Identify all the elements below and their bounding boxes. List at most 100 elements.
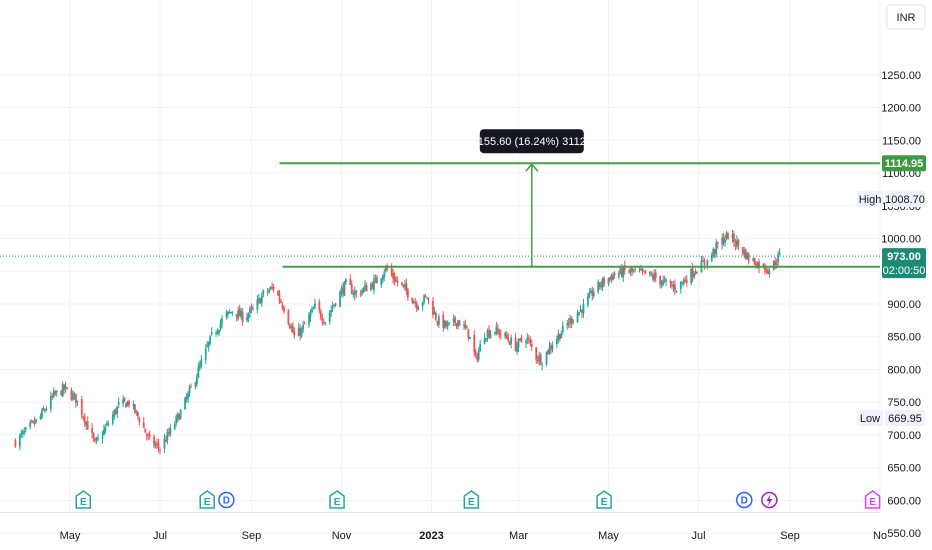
- candle-body: [361, 290, 364, 294]
- candle-body: [551, 345, 554, 351]
- candle-body: [731, 234, 734, 238]
- event-marker-e: E: [75, 490, 92, 509]
- candle-body: [613, 273, 616, 276]
- candle-body: [21, 431, 24, 435]
- candle-body: [685, 279, 688, 283]
- candle-body: [238, 308, 241, 317]
- candle-body: [221, 318, 223, 324]
- candle-body: [39, 415, 42, 420]
- candle-body: [185, 397, 188, 400]
- y-tick-label: 700.00: [887, 430, 921, 442]
- candle-body: [209, 335, 212, 344]
- candle-body: [30, 421, 33, 423]
- candle-body: [277, 290, 279, 296]
- candle-body: [365, 285, 368, 292]
- candle-body: [328, 312, 331, 322]
- candle-body: [308, 314, 310, 325]
- candle-body: [643, 270, 645, 272]
- price-range-measure[interactable]: 155.60 (16.24%) 3112: [478, 129, 586, 267]
- candle-body: [105, 423, 108, 426]
- candle-body: [262, 290, 265, 295]
- candle-body: [721, 237, 724, 245]
- candle-body: [525, 341, 527, 344]
- candle-body: [293, 331, 296, 336]
- candle-body: [536, 359, 539, 361]
- candle-body: [406, 289, 409, 298]
- candle-body: [597, 281, 600, 292]
- candle-body: [653, 274, 656, 280]
- candle-body: [278, 294, 281, 301]
- candle-body: [240, 310, 243, 318]
- candle-body: [163, 438, 166, 449]
- candle-body: [280, 301, 282, 303]
- candle-body: [225, 313, 228, 317]
- candle-body: [715, 242, 718, 255]
- candle-body: [669, 281, 672, 284]
- candle-body: [496, 328, 499, 331]
- candle-body: [154, 444, 157, 446]
- candle-body: [132, 404, 135, 406]
- earnings-icon-label: E: [334, 497, 341, 508]
- candle-body: [24, 427, 27, 430]
- candle-body: [144, 428, 147, 433]
- candle-body: [448, 322, 451, 324]
- candle-body: [505, 334, 508, 338]
- candle-body: [588, 292, 591, 298]
- candle-body: [682, 279, 685, 285]
- candle-body: [411, 297, 414, 303]
- candle-body: [195, 376, 198, 384]
- candle-body: [55, 390, 58, 393]
- candle-body: [33, 421, 36, 424]
- candle-body: [545, 351, 548, 365]
- candle-body: [488, 329, 490, 337]
- candle-body: [52, 391, 55, 397]
- candle-body: [539, 354, 542, 365]
- candle-body: [371, 283, 374, 289]
- candle-body: [457, 320, 459, 327]
- candle-body: [712, 248, 715, 256]
- candle-body: [743, 250, 746, 255]
- candle-body: [392, 273, 395, 279]
- candle-body: [727, 232, 729, 240]
- candle-body: [622, 266, 625, 278]
- time-axis: May Jul Sep Nov 2023 Mar May Jul Sep No: [60, 530, 887, 542]
- candle-body: [744, 249, 747, 260]
- candle-body: [207, 341, 210, 347]
- candle-body: [617, 273, 620, 277]
- candle-body: [452, 318, 455, 322]
- candle-body: [250, 307, 253, 309]
- candle-body: [735, 240, 738, 247]
- earnings-icon-label: E: [468, 497, 475, 508]
- candle-body: [538, 355, 541, 362]
- x-tick-label: No: [873, 530, 887, 542]
- candle-body: [76, 400, 79, 402]
- measure-arrow-head: [525, 163, 539, 172]
- candle-body: [386, 266, 389, 270]
- candle-body: [535, 347, 538, 360]
- candle-body: [20, 433, 23, 435]
- candle-body: [654, 272, 657, 278]
- candle-body: [218, 329, 220, 333]
- currency-box[interactable]: INR: [886, 4, 926, 30]
- candle-body: [640, 269, 642, 271]
- y-tick-label: 550.00: [887, 528, 921, 540]
- candle-body: [72, 393, 74, 400]
- candle-body: [578, 311, 580, 315]
- candle-body: [107, 423, 110, 425]
- candle-body: [778, 252, 781, 255]
- x-tick-label: Nov: [332, 530, 352, 542]
- candle-body: [334, 303, 337, 306]
- high-value: 1008.70: [885, 194, 925, 206]
- candle-body: [477, 350, 480, 360]
- x-tick-label: Jul: [153, 530, 167, 542]
- candle-body: [476, 355, 479, 360]
- candle-body: [557, 333, 560, 340]
- candle-body: [283, 307, 285, 312]
- candle-body: [18, 434, 21, 447]
- candle-body: [479, 344, 482, 352]
- candle-body: [412, 301, 415, 304]
- candle-body: [319, 311, 322, 318]
- candle-body: [159, 449, 161, 451]
- candle-body: [710, 254, 713, 261]
